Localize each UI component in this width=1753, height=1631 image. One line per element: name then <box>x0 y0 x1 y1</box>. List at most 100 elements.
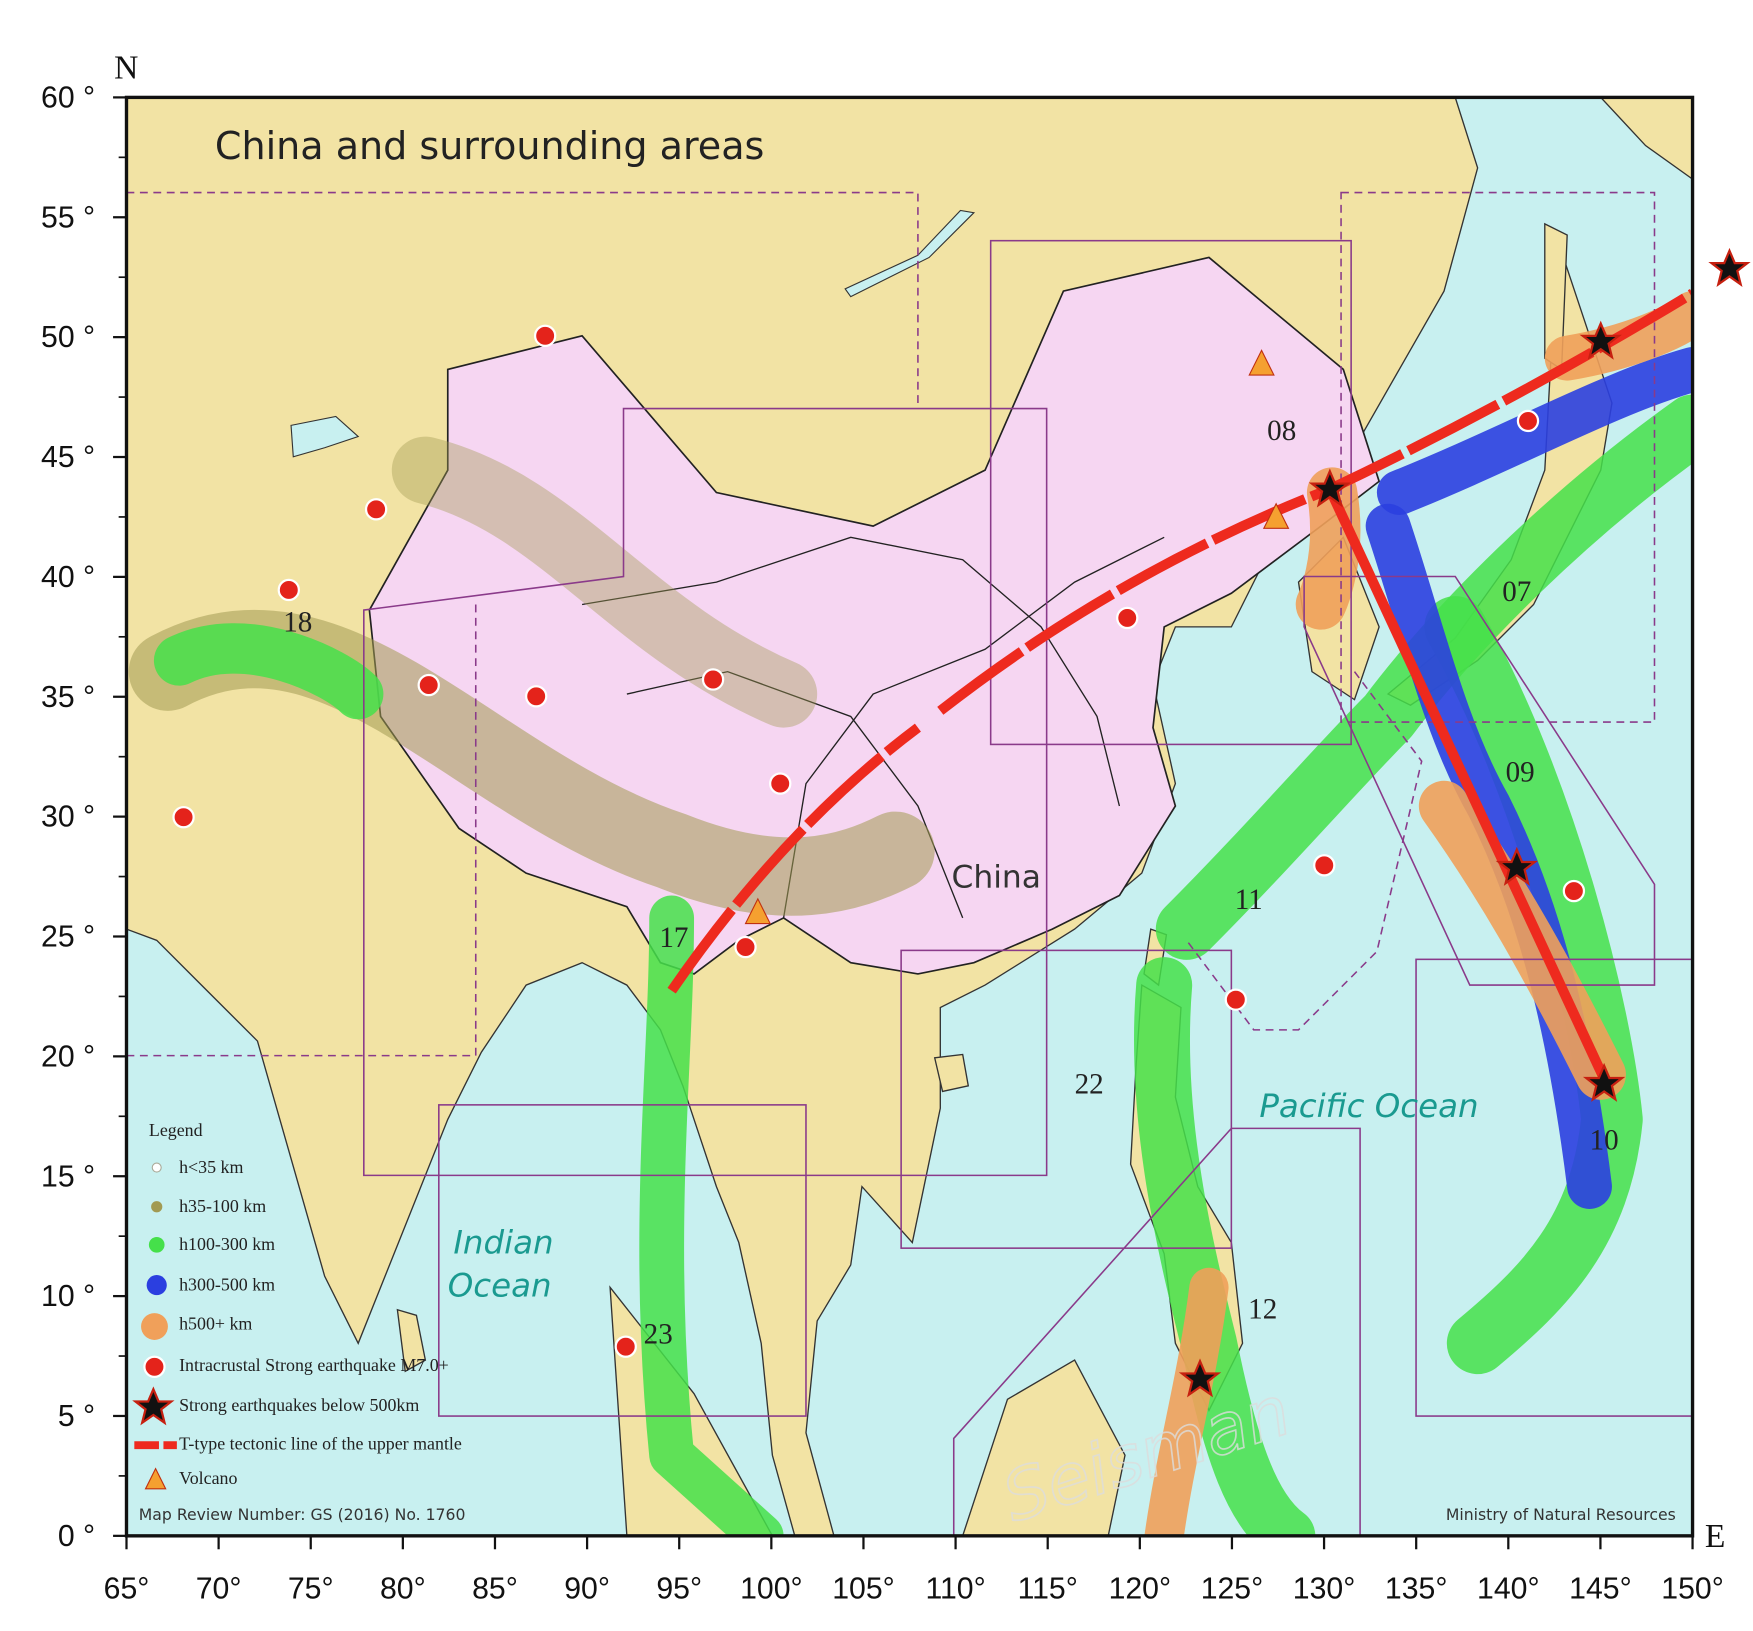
region-box <box>126 191 919 403</box>
tectonic-line <box>1325 487 1611 1086</box>
region-label: 17 <box>659 922 688 954</box>
region-box <box>1303 575 1656 986</box>
source-note: Ministry of Natural Resources <box>1446 1505 1676 1524</box>
star <box>1178 1358 1222 1398</box>
east-label: E <box>1705 1518 1726 1555</box>
legend-symbol <box>143 1355 166 1379</box>
baikal <box>844 209 976 298</box>
region-box <box>363 407 1048 1177</box>
legend-symbol <box>146 1275 167 1296</box>
lon-tick-label: 95° <box>656 1573 702 1606</box>
volcano <box>744 897 772 925</box>
lat-tick-label: 25 ° <box>41 921 95 954</box>
sri-lanka <box>396 1308 427 1373</box>
legend-symbol <box>144 1467 167 1490</box>
region-label: 23 <box>644 1318 673 1350</box>
belt-intermediate <box>639 895 784 1536</box>
region-box <box>1185 671 1423 1031</box>
legend-symbol <box>141 1313 168 1340</box>
region-box <box>989 239 1352 746</box>
lon-tick-label: 135° <box>1385 1573 1448 1606</box>
region-boxes <box>126 191 1693 1536</box>
legend-item: h100-300 km <box>179 1234 275 1254</box>
volcano <box>1262 502 1290 529</box>
legend-item: h35-100 km <box>179 1196 266 1216</box>
legend-symbol <box>151 1162 162 1173</box>
region-box <box>126 604 477 1057</box>
ocean-label: Indian <box>453 1224 553 1262</box>
quake <box>1116 606 1139 630</box>
quake <box>417 673 440 697</box>
belt-very-deep <box>1144 1267 1229 1536</box>
lon-tick-label: 140° <box>1477 1573 1540 1606</box>
ocean-label: Ocean <box>448 1266 552 1304</box>
legend-item: Strong earthquakes below 500km <box>179 1395 419 1415</box>
lon-tick-label: 85° <box>472 1573 518 1606</box>
legend-item: h300-500 km <box>179 1274 275 1294</box>
deep-quakes <box>1178 320 1626 1398</box>
region-label: 10 <box>1590 1125 1619 1157</box>
lat-tick-label: 20 ° <box>41 1040 95 1073</box>
lon-tick-label: 145° <box>1569 1573 1632 1606</box>
quake <box>701 668 725 691</box>
region-label: 11 <box>1235 884 1263 916</box>
quake <box>364 498 388 521</box>
kamchatka <box>1599 97 1693 180</box>
region-label: 09 <box>1506 756 1535 788</box>
lon-tick-label: 130° <box>1293 1573 1356 1606</box>
region-label: 08 <box>1267 415 1296 447</box>
legend-symbol <box>132 1386 175 1426</box>
lon-tick-label: 75° <box>288 1573 334 1606</box>
star <box>1708 247 1751 287</box>
quake <box>734 935 757 959</box>
seismic-belts <box>128 291 1693 1536</box>
intracrustal-quakes <box>172 324 1586 1358</box>
review-number: Map Review Number: GS (2016) No. 1760 <box>139 1505 466 1524</box>
lon-tick-label: 125° <box>1201 1573 1264 1606</box>
lat-tick-label: 40 ° <box>41 561 95 594</box>
legend-item: Volcano <box>179 1468 237 1488</box>
province-border <box>581 536 1121 807</box>
lat-tick-label: 15 ° <box>41 1160 95 1193</box>
region-box <box>952 1127 1361 1536</box>
quake <box>769 772 792 795</box>
quake <box>525 685 548 708</box>
lon-tick-label: 115° <box>1018 1573 1078 1606</box>
lon-tick-label: 90° <box>564 1573 610 1606</box>
lon-tick-label: 65° <box>104 1573 150 1606</box>
caspian <box>290 415 360 458</box>
axes: 0 ° 5 ° 10 ° 15 ° 20 ° 25 ° 30 ° 35 ° 40 ° 45 ° 50… <box>41 81 1724 1605</box>
region-label: 12 <box>1248 1294 1277 1326</box>
star <box>1308 468 1352 508</box>
belt-intermediate <box>153 623 384 720</box>
quake <box>533 324 557 348</box>
belt-intermediate <box>1155 394 1693 960</box>
lon-tick-label: 100° <box>740 1573 803 1606</box>
legend-item: h<35 km <box>179 1157 243 1177</box>
quake <box>1313 854 1336 877</box>
lon-tick-label: 110° <box>925 1573 985 1606</box>
lat-tick-label: 35 ° <box>41 681 95 714</box>
map-body: 08 07 09 10 11 12 17 18 22 23 China and … <box>126 97 1693 1536</box>
region-label: 22 <box>1075 1069 1104 1101</box>
volcano <box>1248 349 1275 376</box>
lat-tick-label: 10 ° <box>41 1280 95 1313</box>
lat-tick-label: 60 ° <box>41 81 95 114</box>
quake <box>1224 988 1248 1011</box>
legend-item: Intracrustal Strong earthquake M7.0+ <box>179 1355 449 1375</box>
legend-item: T-type tectonic line of the upper mantle <box>179 1433 462 1453</box>
quake <box>1516 409 1540 433</box>
legend-title: Legend <box>149 1120 203 1140</box>
region-box <box>1415 958 1693 1417</box>
legend-symbol <box>148 1236 165 1253</box>
lat-tick-label: 45 ° <box>41 441 95 474</box>
lat-tick-label: 30 ° <box>41 801 95 834</box>
region-label: 07 <box>1502 576 1531 608</box>
hainan <box>933 1053 970 1093</box>
belt-shallow <box>391 436 818 728</box>
province-border <box>782 536 1165 919</box>
lon-tick-label: 150° <box>1661 1573 1724 1606</box>
lat-tick-label: 5 ° <box>58 1400 95 1433</box>
star <box>1495 846 1538 886</box>
